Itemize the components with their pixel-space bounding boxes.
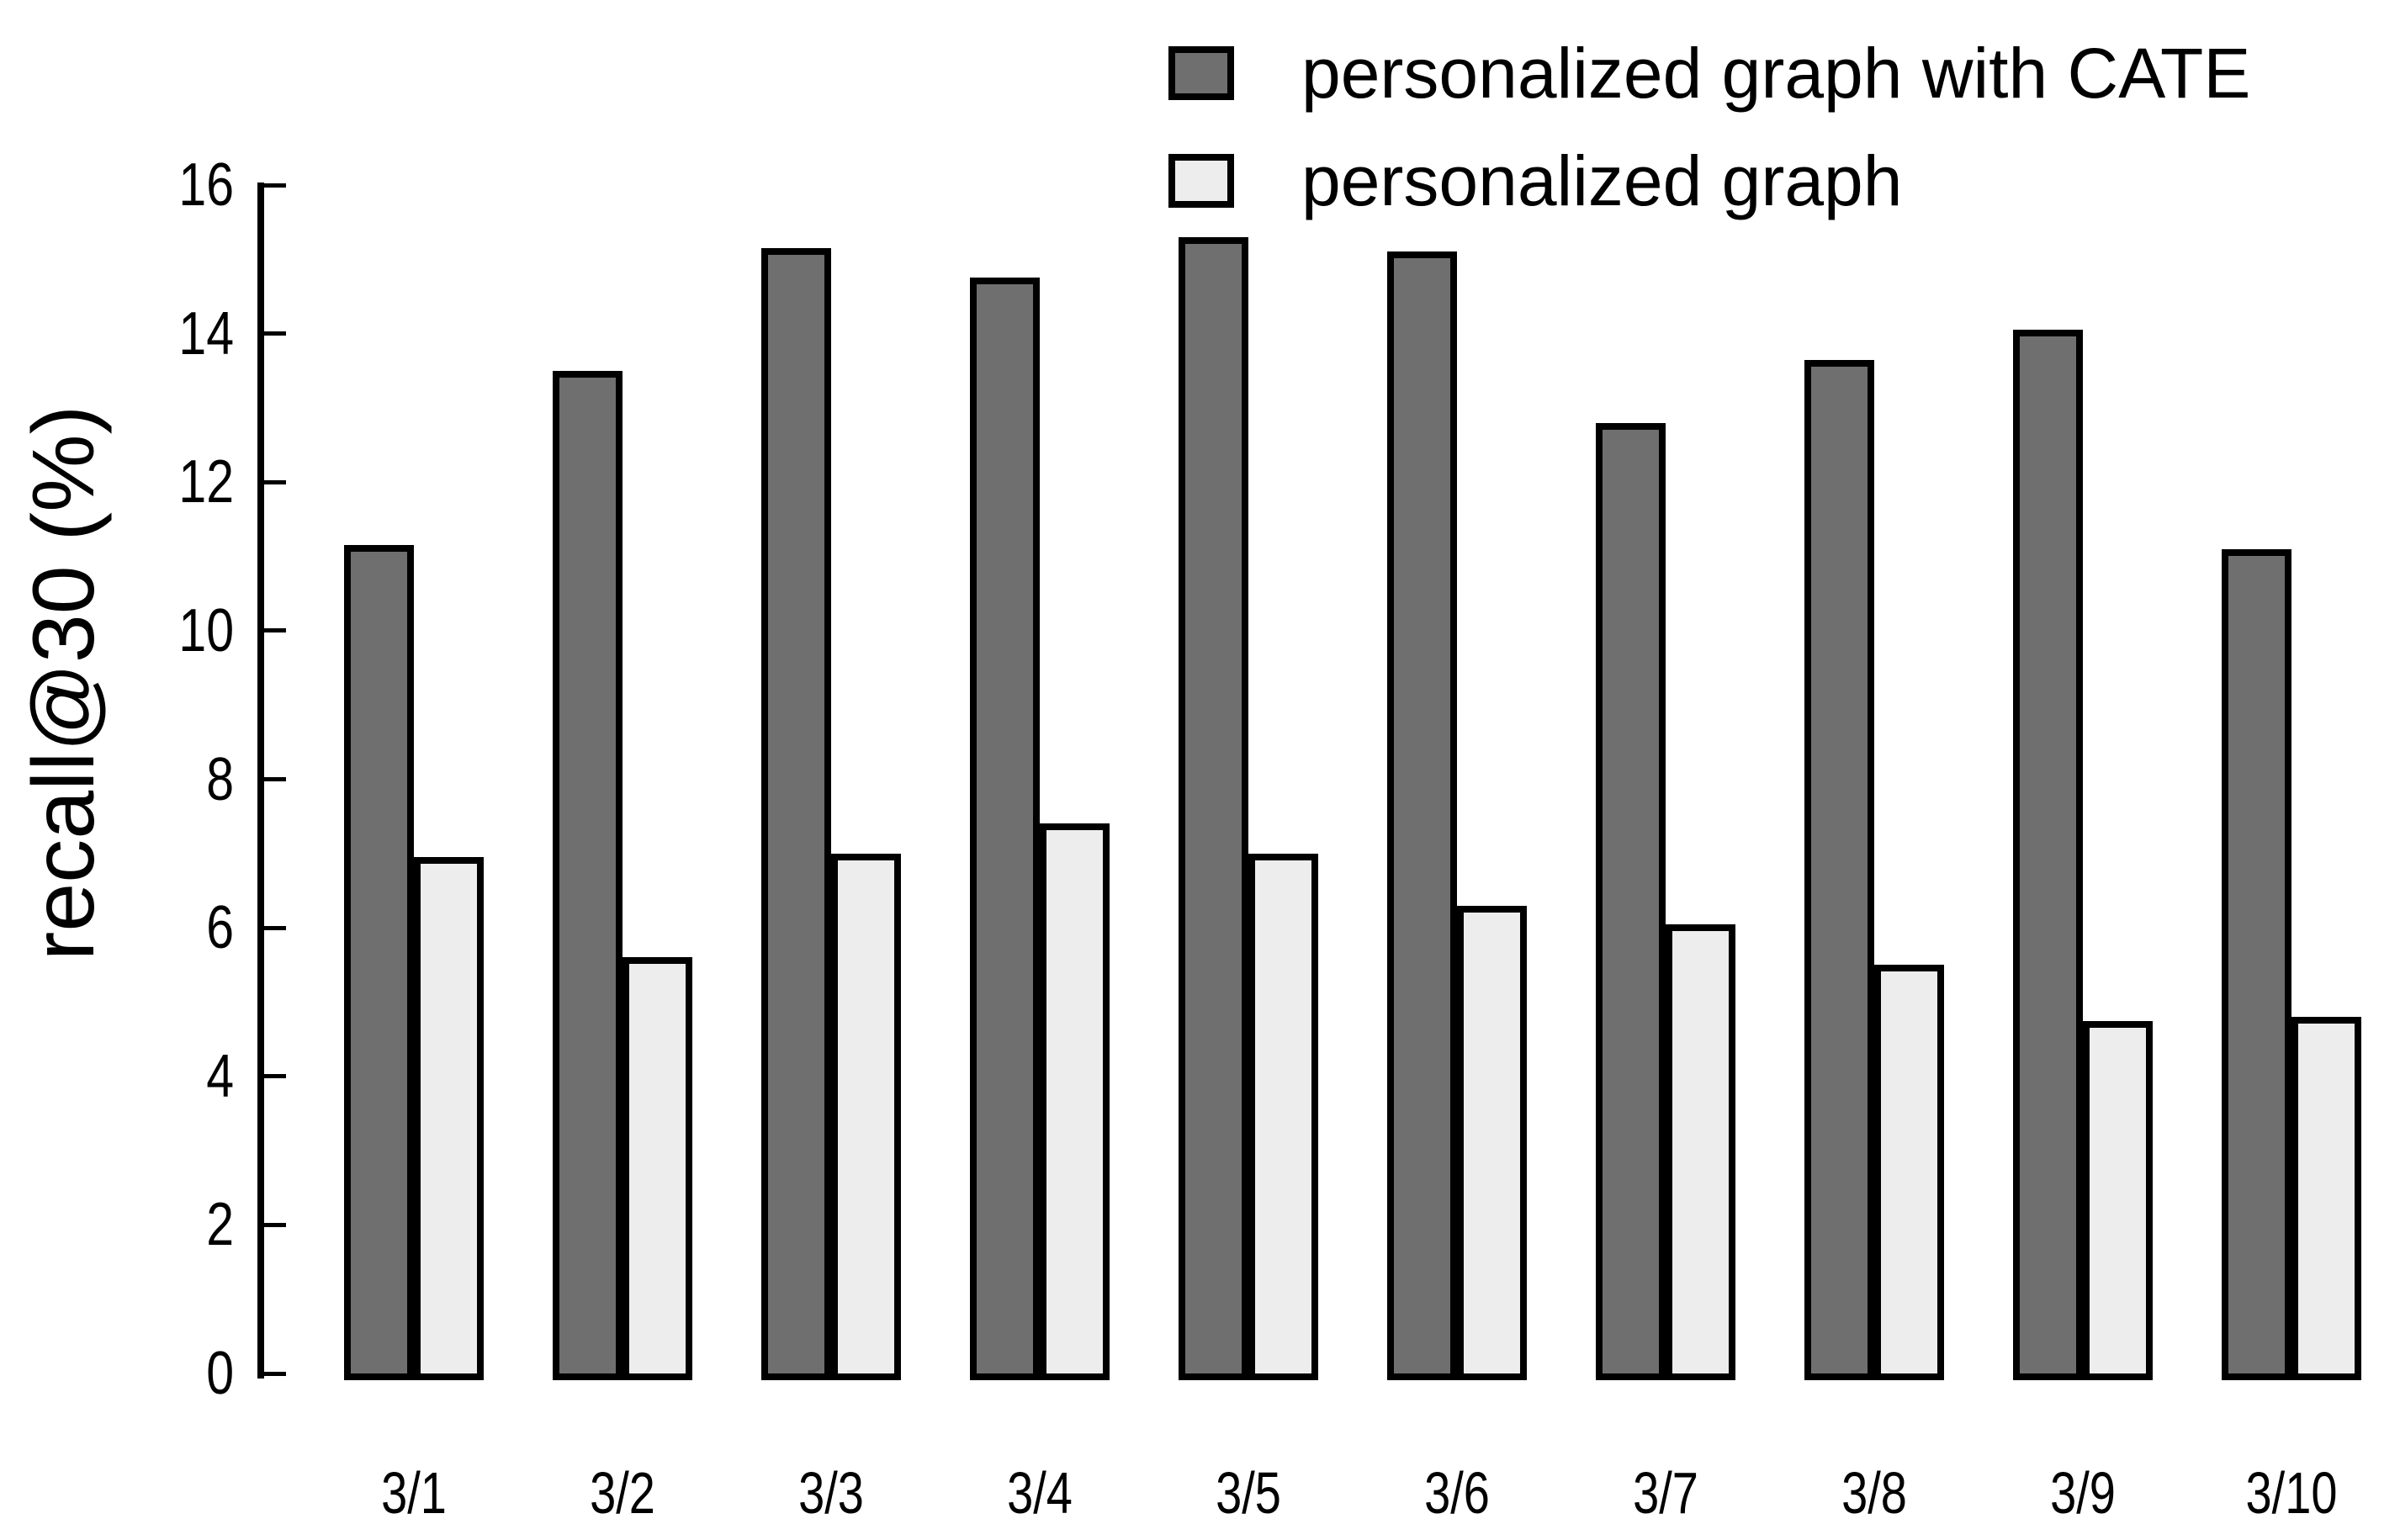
legend-item-cate: personalized graph with CATE bbox=[1168, 38, 2250, 108]
x-axis-label: 3/1 bbox=[381, 1460, 447, 1526]
y-tick bbox=[261, 925, 286, 930]
bar-plain-3/7 bbox=[1666, 923, 1735, 1380]
bar-cate-3/4 bbox=[970, 278, 1040, 1380]
x-axis-label: 3/9 bbox=[2050, 1460, 2116, 1526]
y-tick-label: 8 bbox=[206, 745, 234, 813]
y-tick bbox=[261, 777, 286, 781]
x-axis-label: 3/4 bbox=[1007, 1460, 1073, 1526]
y-tick-label: 16 bbox=[178, 151, 234, 219]
bar-cate-3/6 bbox=[1387, 251, 1457, 1380]
x-axis-label: 3/10 bbox=[2245, 1460, 2338, 1526]
bar-plain-3/6 bbox=[1457, 905, 1527, 1380]
bar-cate-3/3 bbox=[761, 248, 831, 1380]
y-tick-label: 6 bbox=[206, 894, 234, 962]
bar-plain-3/3 bbox=[831, 853, 901, 1380]
y-tick bbox=[261, 183, 286, 188]
legend-swatch-plain bbox=[1168, 154, 1234, 208]
bar-cate-3/9 bbox=[2013, 330, 2083, 1380]
y-tick-label: 10 bbox=[178, 596, 234, 664]
y-tick bbox=[261, 628, 286, 633]
bar-plain-3/9 bbox=[2083, 1020, 2153, 1380]
bar-plain-3/1 bbox=[414, 857, 484, 1380]
legend: personalized graph with CATE personalize… bbox=[1168, 38, 2250, 253]
x-axis-label: 3/5 bbox=[1216, 1460, 1281, 1526]
y-tick bbox=[261, 1371, 286, 1376]
bar-plain-3/10 bbox=[2291, 1017, 2361, 1380]
bar-plain-3/5 bbox=[1248, 853, 1318, 1380]
bar-cate-3/5 bbox=[1179, 236, 1248, 1380]
y-tick bbox=[261, 1222, 286, 1227]
legend-item-plain: personalized graph bbox=[1168, 146, 2250, 216]
bar-plain-3/2 bbox=[623, 957, 692, 1380]
bar-plain-3/8 bbox=[1874, 965, 1944, 1380]
x-axis-label: 3/3 bbox=[798, 1460, 864, 1526]
x-axis-label: 3/2 bbox=[590, 1460, 655, 1526]
y-tick bbox=[261, 479, 286, 484]
y-axis-title: recall@30 (%) bbox=[15, 405, 113, 961]
y-tick bbox=[261, 331, 286, 336]
bar-plain-3/4 bbox=[1040, 823, 1110, 1380]
bar-cate-3/2 bbox=[553, 370, 623, 1380]
y-tick-label: 2 bbox=[206, 1191, 234, 1259]
legend-label-cate: personalized graph with CATE bbox=[1301, 34, 2251, 113]
bar-cate-3/8 bbox=[1804, 359, 1874, 1380]
legend-label-plain: personalized graph bbox=[1301, 141, 1903, 220]
bar-cate-3/1 bbox=[344, 545, 414, 1380]
y-tick-label: 12 bbox=[178, 448, 234, 516]
x-axis-label: 3/8 bbox=[1841, 1460, 1907, 1526]
bar-cate-3/7 bbox=[1596, 422, 1666, 1380]
x-axis-label: 3/7 bbox=[1633, 1460, 1698, 1526]
y-tick-label: 4 bbox=[206, 1042, 234, 1110]
bar-cate-3/10 bbox=[2222, 548, 2291, 1380]
y-tick-label: 0 bbox=[206, 1340, 234, 1407]
x-axis-label: 3/6 bbox=[1424, 1460, 1490, 1526]
y-tick-label: 14 bbox=[178, 299, 234, 368]
legend-swatch-cate bbox=[1168, 46, 1234, 100]
y-tick bbox=[261, 1074, 286, 1079]
